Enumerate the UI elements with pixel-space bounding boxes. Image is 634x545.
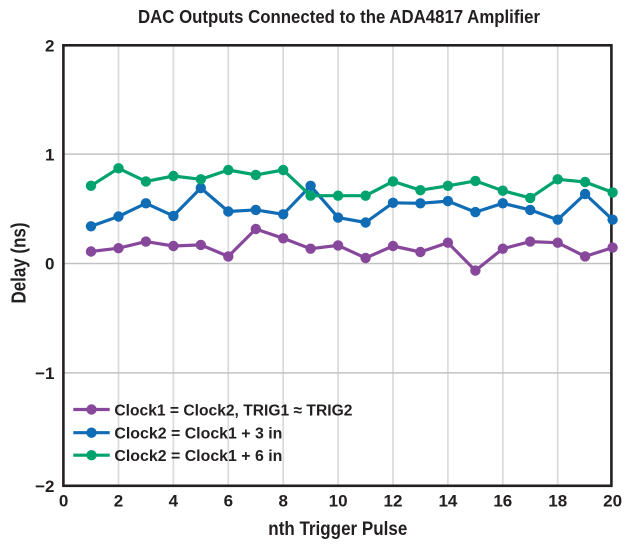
svg-text:nth Trigger Pulse: nth Trigger Pulse: [268, 519, 407, 540]
svg-text:−2: −2: [35, 477, 54, 496]
svg-text:−1: −1: [35, 364, 54, 383]
svg-text:0: 0: [45, 255, 54, 274]
svg-text:18: 18: [548, 492, 567, 511]
svg-text:14: 14: [438, 492, 457, 511]
svg-text:DAC Outputs Connected to the A: DAC Outputs Connected to the ADA4817 Amp…: [138, 7, 540, 27]
svg-text:Clock2 = Clock1 + 3 in: Clock2 = Clock1 + 3 in: [114, 426, 282, 443]
svg-text:0: 0: [59, 492, 68, 511]
svg-text:1: 1: [45, 145, 54, 164]
svg-text:4: 4: [169, 492, 179, 511]
svg-text:2: 2: [45, 37, 54, 56]
svg-text:Delay (ns): Delay (ns): [9, 223, 31, 304]
svg-text:10: 10: [329, 492, 348, 511]
svg-text:20: 20: [603, 492, 622, 511]
svg-text:6: 6: [224, 492, 233, 511]
svg-text:Clock1 = Clock2, TRIG1 ≈ TRIG2: Clock1 = Clock2, TRIG1 ≈ TRIG2: [114, 402, 352, 419]
svg-text:2: 2: [114, 492, 123, 511]
svg-text:12: 12: [384, 492, 403, 511]
svg-text:16: 16: [493, 492, 512, 511]
svg-text:8: 8: [278, 492, 287, 511]
svg-text:Clock2 = Clock1 + 6 in: Clock2 = Clock1 + 6 in: [114, 448, 282, 465]
